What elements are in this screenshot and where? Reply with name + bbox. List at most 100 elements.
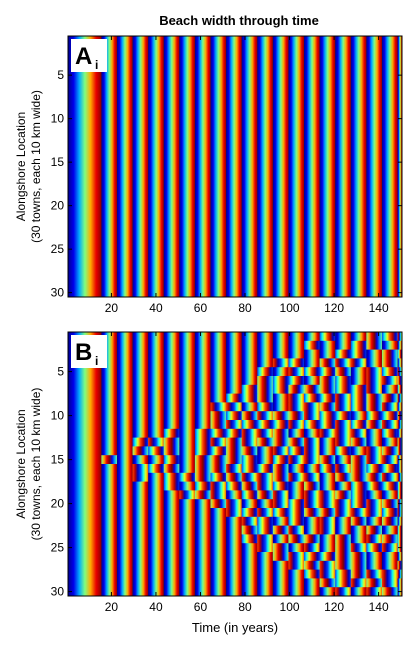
heatmap-cell [272,428,289,438]
heatmap-cell [381,560,398,570]
heatmap-cell [288,53,305,63]
heatmap-cell [163,490,180,500]
heatmap-cell [148,411,165,421]
heatmap-cell [132,428,149,438]
heatmap-cell [116,70,133,80]
heatmap-cell [132,53,149,63]
heatmap-cell [335,560,352,570]
heatmap-cell [194,349,211,359]
heatmap-cell [381,288,398,297]
heatmap-cell [132,149,149,159]
heatmap-cell [226,36,243,46]
heatmap-cell [179,464,196,474]
heatmap-cell [132,560,149,570]
heatmap-row-17 [68,175,402,185]
heatmap-cell [163,79,180,89]
heatmap-cell [68,88,102,98]
heatmap-cell [257,578,274,588]
heatmap-cell [257,393,274,403]
heatmap-cell [210,192,227,202]
heatmap-cell [179,96,196,106]
heatmap-cell [194,183,211,193]
heatmap-cell [241,349,258,359]
panel-label-subscript: i [95,58,98,72]
heatmap-cell [366,481,383,491]
heatmap-cell [241,499,258,509]
heatmap-cell [101,236,118,246]
heatmap-cell [116,183,133,193]
heatmap-row-28 [68,270,402,280]
heatmap-cell [101,455,118,465]
heatmap-cell [226,236,243,246]
heatmap-cell [366,79,383,89]
heatmap-cell [132,587,149,596]
heatmap-cell [179,569,196,579]
heatmap-cell [366,358,383,368]
heatmap-cell [68,166,102,176]
heatmap-cell [194,96,211,106]
heatmap-cell [101,420,118,430]
heatmap-cell [350,114,367,124]
heatmap-cell [68,201,102,211]
heatmap-cell [335,552,352,562]
heatmap-cell [288,437,305,447]
heatmap-cell [319,157,336,167]
heatmap-cell [132,411,149,421]
heatmap-cell [272,349,289,359]
heatmap-cell [319,490,336,500]
heatmap-cell [335,376,352,386]
heatmap-cell [272,123,289,133]
heatmap-cell [366,201,383,211]
heatmap-cell [381,464,398,474]
heatmap-cell [350,481,367,491]
heatmap-cell [397,490,402,500]
heatmap-cell [241,464,258,474]
heatmap-cell [319,508,336,518]
heatmap-cell [319,270,336,280]
heatmap-cell [366,543,383,553]
heatmap-cell [366,508,383,518]
heatmap-cell [241,183,258,193]
heatmap-cell [101,402,118,412]
heatmap-cell [163,525,180,535]
heatmap-cell [68,288,102,297]
heatmap-row-30 [68,587,402,596]
heatmap-cell [194,53,211,63]
heatmap-cell [288,279,305,289]
heatmap-cell [194,210,211,220]
heatmap-cell [272,411,289,421]
heatmap-cell [241,340,258,350]
heatmap-cell [179,358,196,368]
heatmap-cell [350,332,367,342]
heatmap-cell [257,70,274,80]
heatmap-cell [319,472,336,482]
heatmap-row-16 [68,166,402,176]
heatmap-cell [132,464,149,474]
heatmap-cell [116,253,133,263]
heatmap-cell [101,270,118,280]
heatmap-cell [381,201,398,211]
heatmap-cell [304,569,321,579]
x-tick-label: 80 [238,600,252,614]
heatmap-cell [194,175,211,185]
heatmap-cell [226,79,243,89]
heatmap-cell [116,236,133,246]
heatmap-cell [194,332,211,342]
heatmap-cell [210,62,227,72]
heatmap-cell [241,552,258,562]
heatmap-cell [366,105,383,115]
heatmap-cell [272,516,289,526]
heatmap-cell [132,36,149,46]
heatmap-cell [132,236,149,246]
heatmap-cell [163,543,180,553]
heatmap-cell [272,464,289,474]
heatmap-row-13 [68,437,402,447]
heatmap-cell [381,420,398,430]
heatmap-cell [132,455,149,465]
heatmap-row-24 [68,236,402,246]
heatmap-cell [116,332,133,342]
heatmap-row-16 [68,464,402,474]
heatmap-cell [101,411,118,421]
heatmap-cell [179,578,196,588]
heatmap-cell [132,332,149,342]
